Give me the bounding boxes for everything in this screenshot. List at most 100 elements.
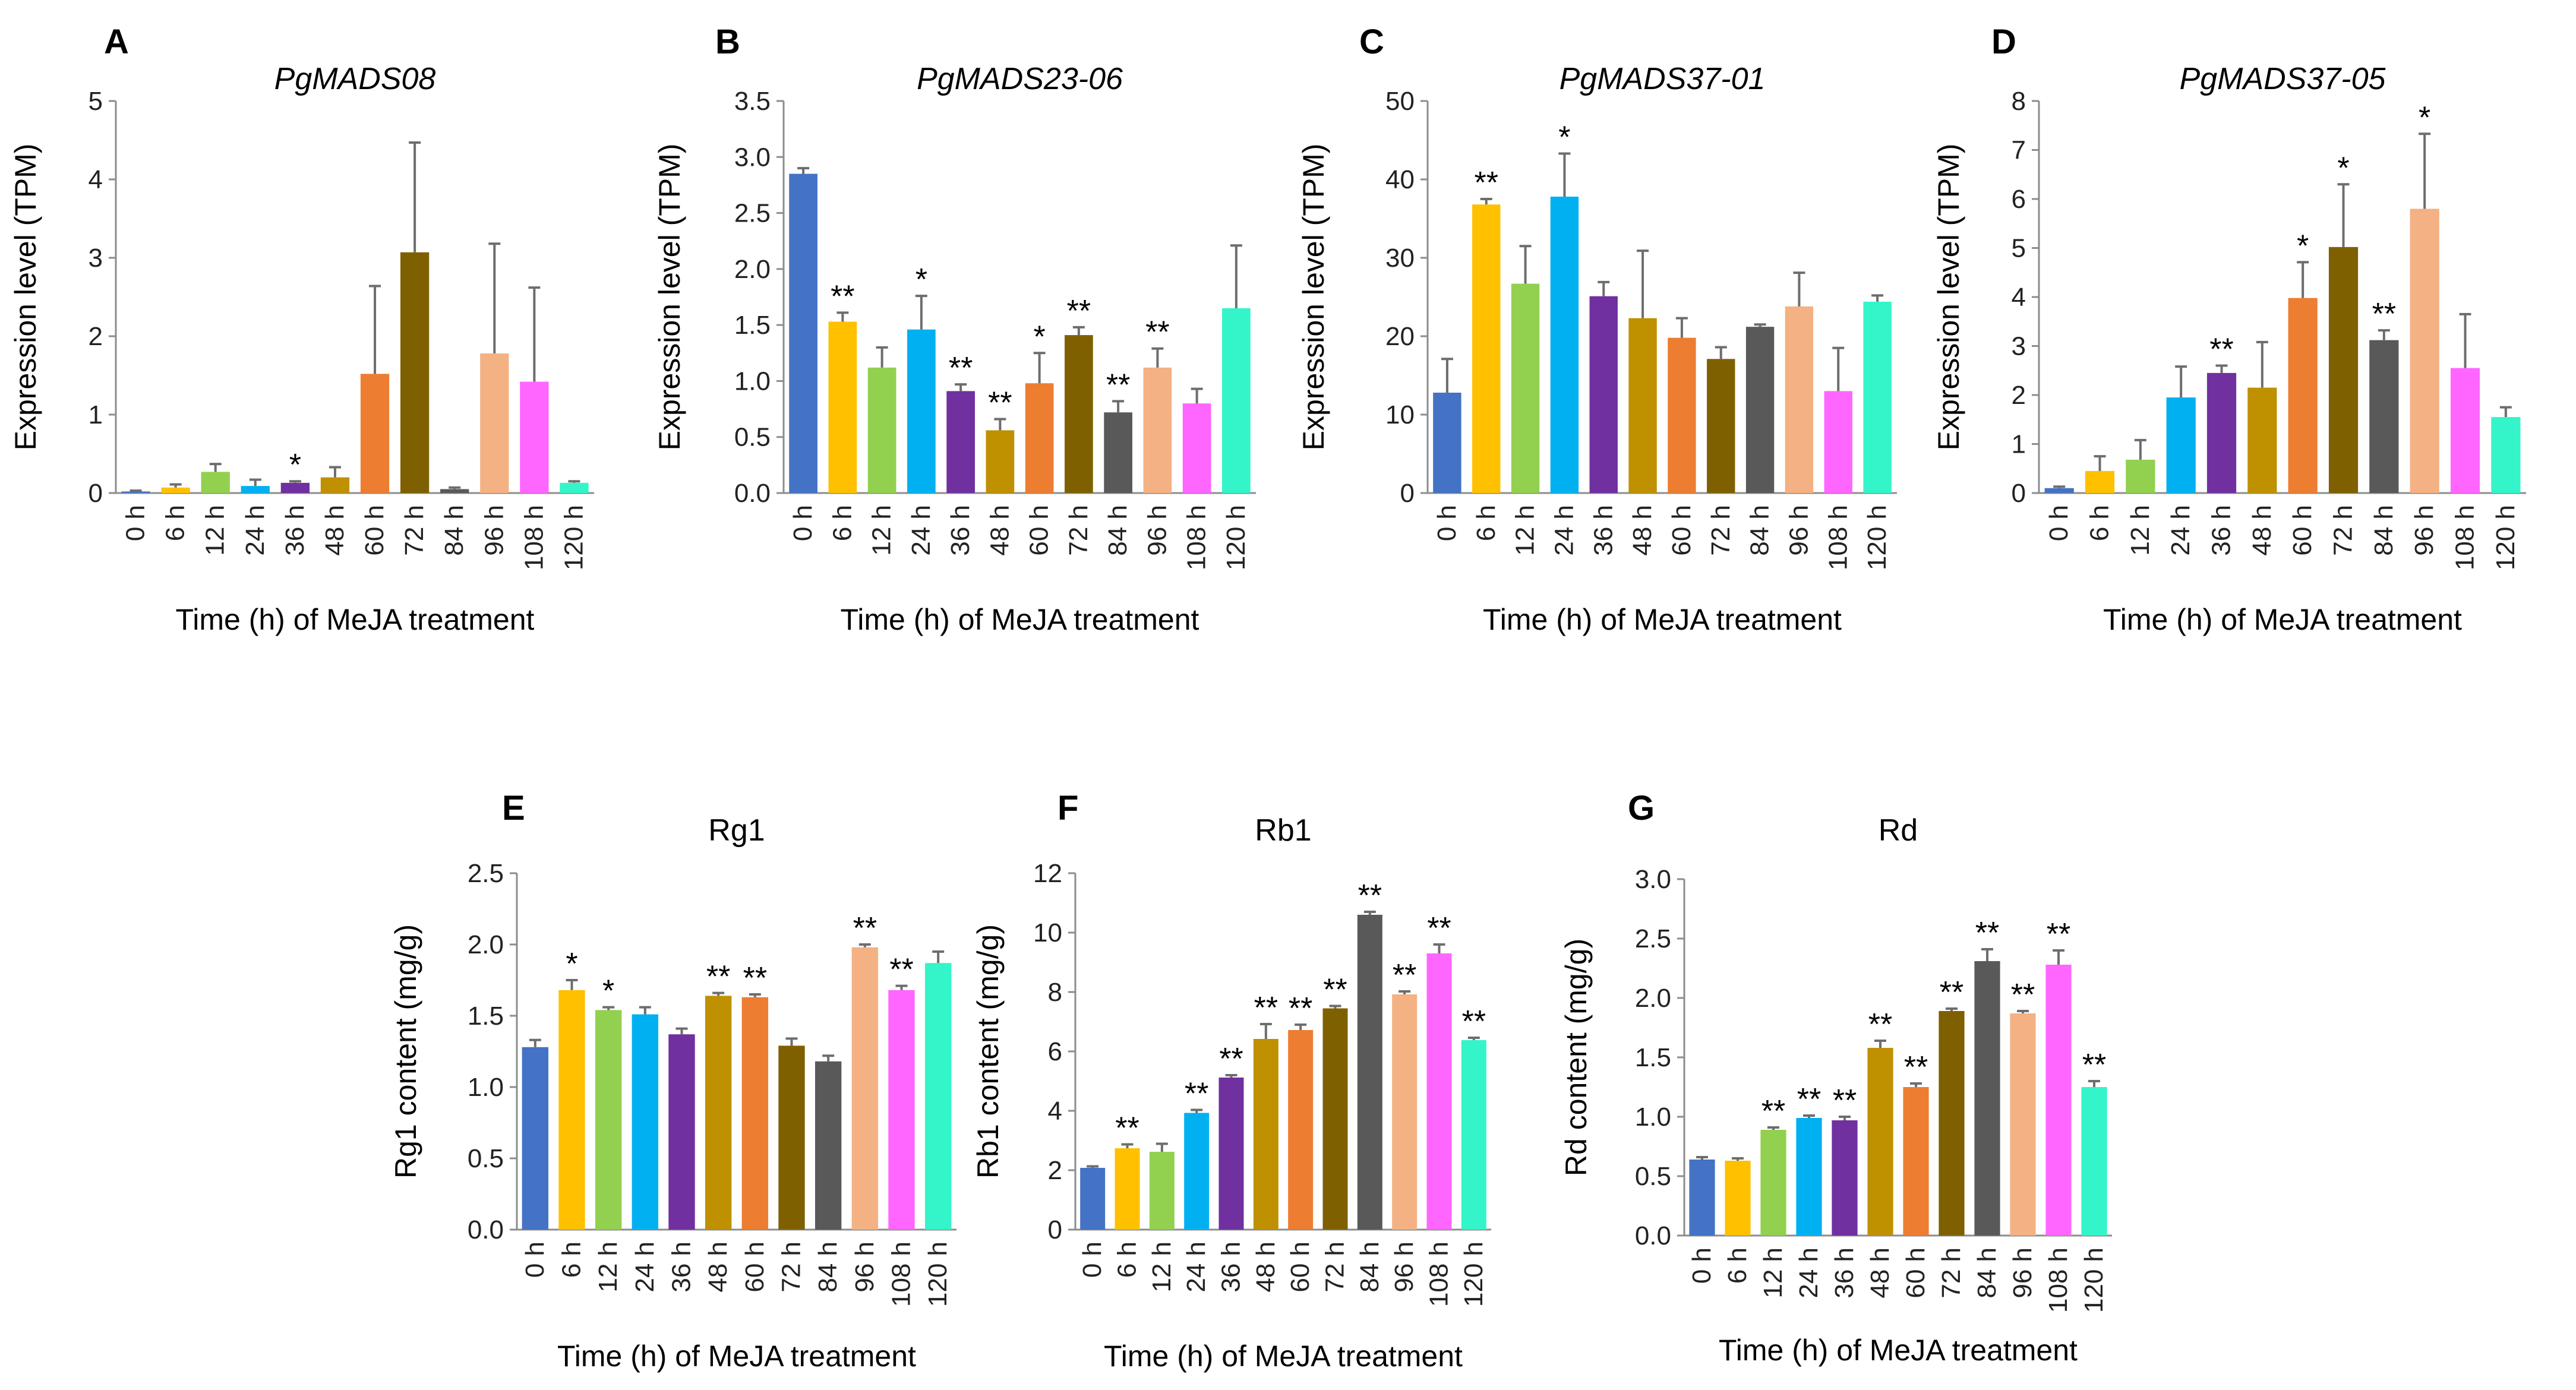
bar	[241, 486, 270, 493]
y-tick-label: 8	[1048, 978, 1062, 1007]
x-tick-label: 24 h	[2166, 505, 2195, 556]
panel-letter: B	[715, 23, 740, 61]
bar	[1863, 301, 1892, 493]
x-tick-label: 6 h	[1723, 1247, 1752, 1284]
y-axis-label: Rg1 content (mg/g)	[389, 924, 422, 1179]
x-tick-label: 48 h	[703, 1241, 733, 1293]
significance-label: **	[2209, 333, 2233, 367]
bar	[595, 1010, 622, 1230]
bar	[1222, 308, 1251, 493]
x-tick-label: 12 h	[1511, 505, 1540, 556]
x-tick-label: 120 h	[2491, 505, 2520, 570]
x-tick-label: 36 h	[667, 1241, 696, 1293]
significance-label: **	[1289, 991, 1312, 1026]
y-tick-label: 2.0	[468, 930, 504, 959]
x-tick-label: 96 h	[1390, 1241, 1419, 1293]
x-tick-label: 12 h	[1759, 1247, 1788, 1299]
x-tick-label: 12 h	[1147, 1241, 1176, 1293]
chart-title: PgMADS23-06	[917, 62, 1123, 96]
bar	[1025, 383, 1054, 493]
bar	[946, 391, 975, 493]
y-tick-label: 2.5	[468, 859, 504, 888]
y-axis-label: Rb1 content (mg/g)	[971, 924, 1005, 1179]
panel-e-chart: E Rg1 0.0 0.5 1.0 1.5 2.0 2.5 0 h * 6 h * 12 h 24 h 36…	[380, 766, 974, 1387]
x-tick-label: 120 h	[2079, 1247, 2108, 1313]
bar	[2126, 459, 2155, 493]
x-tick-label: 120 h	[559, 505, 588, 570]
panel-a-svg: A PgMADS08 0 1 2 3 4 5 0 h 6 h 12 h 24 h * 36 h 48 h 60…	[9, 23, 594, 636]
bar	[2166, 397, 2196, 493]
x-tick-label: 108 h	[1425, 1241, 1454, 1307]
bar	[558, 990, 585, 1230]
bar	[1824, 391, 1852, 493]
significance-label: **	[1797, 1082, 1821, 1117]
bar	[2410, 208, 2439, 493]
y-tick-label: 3.0	[1635, 865, 1671, 894]
x-tick-label: 6 h	[1472, 505, 1501, 541]
y-tick-label: 1.5	[734, 311, 771, 340]
significance-label: *	[2297, 229, 2309, 263]
y-tick-label: 0.5	[734, 423, 771, 452]
bar	[1392, 994, 1418, 1230]
significance-label: **	[1975, 916, 1999, 950]
y-tick-label: 3.5	[734, 87, 771, 116]
y-tick-label: 20	[1385, 322, 1415, 351]
significance-label: **	[1323, 973, 1347, 1007]
y-axis-label: Rd content (mg/g)	[1560, 939, 1593, 1176]
bar	[1550, 197, 1579, 493]
significance-label: *	[289, 448, 301, 482]
y-tick-label: 1	[89, 400, 103, 429]
y-tick-label: 40	[1385, 165, 1415, 194]
x-tick-label: 84 h	[1972, 1247, 2002, 1299]
x-axis-label: Time (h) of MeJA treatment	[557, 1340, 916, 1373]
bar	[2206, 372, 2237, 493]
y-tick-label: 0	[2012, 479, 2026, 508]
y-tick-label: 5	[2012, 234, 2026, 263]
y-tick-label: 2.5	[1635, 924, 1671, 953]
panel-letter: A	[104, 23, 129, 61]
x-tick-label: 72 h	[1937, 1247, 1966, 1299]
significance-label: *	[602, 974, 614, 1009]
x-tick-label: 48 h	[985, 505, 1014, 556]
bar	[1903, 1087, 1929, 1236]
bar	[2010, 1013, 2036, 1236]
x-tick-label: 72 h	[400, 505, 429, 556]
bar	[1065, 335, 1093, 493]
panel-c-chart: C PgMADS37-01 0 10 20 30 40 50 0 h ** 6 h 12 h * 24 h…	[1288, 0, 1932, 653]
y-tick-label: 4	[89, 165, 103, 194]
y-tick-label: 12	[1033, 859, 1062, 888]
x-tick-label: 84 h	[813, 1241, 842, 1293]
x-tick-label: 108 h	[887, 1241, 916, 1307]
bar	[741, 997, 769, 1230]
x-tick-label: 36 h	[946, 505, 975, 556]
panel-f-chart: F Rb1 0 2 4 6 8 10 12 0 h ** 6 h 12 h ** 24 h ** 36 h ** 4…	[962, 766, 1557, 1387]
x-tick-label: 108 h	[2451, 505, 2480, 570]
y-tick-label: 6	[1048, 1037, 1062, 1066]
x-tick-label: 0 h	[1687, 1247, 1716, 1284]
panel-letter: E	[502, 789, 525, 827]
y-tick-label: 3	[89, 244, 103, 273]
x-tick-label: 60 h	[1286, 1241, 1315, 1293]
x-tick-label: 48 h	[1865, 1247, 1895, 1299]
y-tick-label: 2.5	[734, 199, 771, 228]
y-tick-label: 10	[1385, 400, 1415, 429]
x-tick-label: 96 h	[1784, 505, 1813, 556]
x-tick-label: 12 h	[594, 1241, 623, 1293]
x-tick-label: 96 h	[850, 1241, 879, 1293]
significance-label: **	[1833, 1083, 1857, 1118]
significance-label: **	[1219, 1042, 1243, 1076]
chart-title: Rg1	[708, 813, 765, 848]
x-tick-label: 108 h	[2044, 1247, 2073, 1313]
significance-label: *	[1558, 120, 1570, 154]
significance-label: **	[706, 960, 730, 994]
bar	[867, 367, 896, 493]
significance-label: **	[853, 911, 877, 946]
y-tick-label: 0	[1048, 1215, 1062, 1244]
significance-label: **	[988, 386, 1012, 421]
y-tick-label: 8	[2012, 87, 2026, 116]
x-tick-label: 84 h	[1745, 505, 1775, 556]
bar	[1511, 283, 1540, 493]
x-tick-label: 24 h	[907, 505, 936, 556]
y-axis-label: Expression level (TPM)	[1297, 144, 1330, 451]
